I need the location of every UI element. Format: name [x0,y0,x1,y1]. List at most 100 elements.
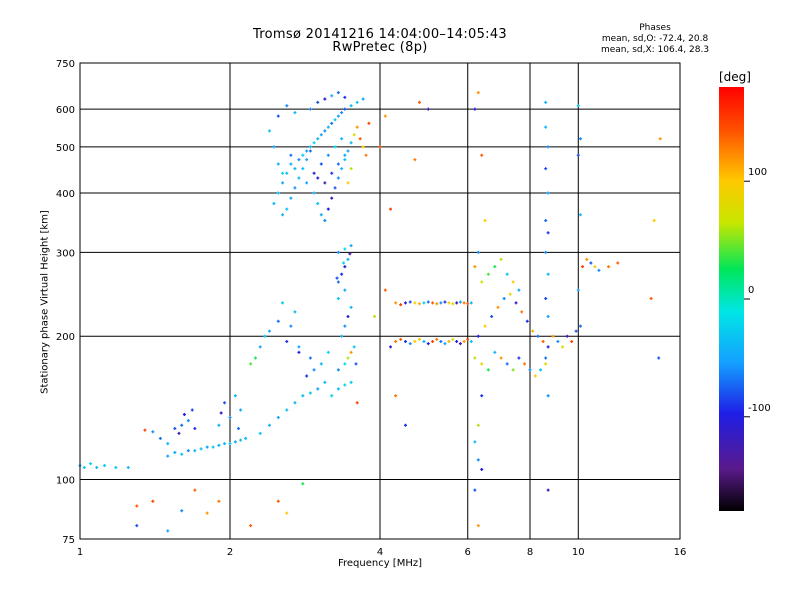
data-point [394,339,398,343]
data-point [114,465,118,469]
data-point [607,265,611,269]
data-point [330,121,334,125]
data-point [649,297,653,301]
data-point [593,265,597,269]
data-point [520,310,524,314]
data-point [383,288,387,292]
data-point [493,350,497,354]
data-point [285,408,289,412]
data-point [103,464,107,468]
data-point [190,408,194,412]
data-point [312,141,316,145]
data-point [166,442,170,446]
data-point [597,268,601,272]
data-point [354,362,358,366]
colorbar-tick-label: -100 [748,403,771,414]
data-point [305,181,309,185]
data-point [343,324,347,328]
data-point [352,133,356,137]
data-point [378,145,382,149]
data-point [297,345,301,349]
data-point [285,207,289,211]
data-point [276,162,280,166]
data-point [177,431,181,435]
data-point [223,401,227,405]
data-point [249,524,253,528]
data-point [272,202,276,206]
data-point [581,265,585,269]
data-point [319,162,323,166]
data-point [533,374,537,378]
data-point [546,145,550,149]
data-point [126,465,130,469]
data-point [578,213,582,217]
data-point [469,339,473,343]
data-point [253,356,257,360]
data-point [340,272,344,276]
data-point [285,511,289,515]
data-point [417,337,421,341]
data-point [95,465,99,469]
data-point [330,394,334,398]
data-point [473,488,477,492]
data-point [462,339,466,343]
data-point [173,426,177,430]
data-point [343,362,347,366]
data-point [417,302,421,306]
data-point [349,380,353,384]
data-point [476,458,480,462]
data-point [394,394,398,398]
data-point [316,137,320,141]
data-point [466,302,470,306]
data-point [293,401,297,405]
data-point [352,345,356,349]
data-point [483,324,487,328]
data-point [349,350,353,354]
data-point [308,149,312,153]
data-point [525,319,529,323]
colorbar-ticks: -100 0 100 [744,167,771,418]
data-point [267,423,271,427]
data-point [576,104,580,108]
data-point [323,129,327,133]
data-point [523,362,527,366]
data-point [217,423,221,427]
data-point [258,431,262,435]
data-point [223,442,227,446]
data-point [217,499,221,503]
data-point [589,261,593,265]
colorbar-tick-label: 0 [748,285,754,296]
data-point [333,145,337,149]
data-point [239,438,243,442]
data-point [258,345,262,349]
data-point [528,368,532,372]
data-point [585,257,589,261]
data-point [443,300,447,304]
data-point [217,443,221,447]
data-point [336,91,340,95]
data-point [343,95,347,99]
data-point [326,350,330,354]
data-point [239,408,243,412]
data-point [408,300,412,304]
data-point [403,301,407,305]
data-point [403,339,407,343]
data-point [319,362,323,366]
data-point [343,265,347,269]
data-point [541,339,545,343]
data-point [546,394,550,398]
data-point [431,339,435,343]
data-point [343,247,347,251]
data-point [336,387,340,391]
data-point [349,244,353,248]
data-point [544,100,548,104]
data-point [330,171,334,175]
data-point [458,300,462,304]
plot-title: Tromsø 20141216 14:04:00–14:05:43 [252,27,508,42]
data-point [326,207,330,211]
data-point [476,91,480,95]
data-point [544,362,548,366]
data-point [473,107,477,111]
data-point [469,301,473,305]
